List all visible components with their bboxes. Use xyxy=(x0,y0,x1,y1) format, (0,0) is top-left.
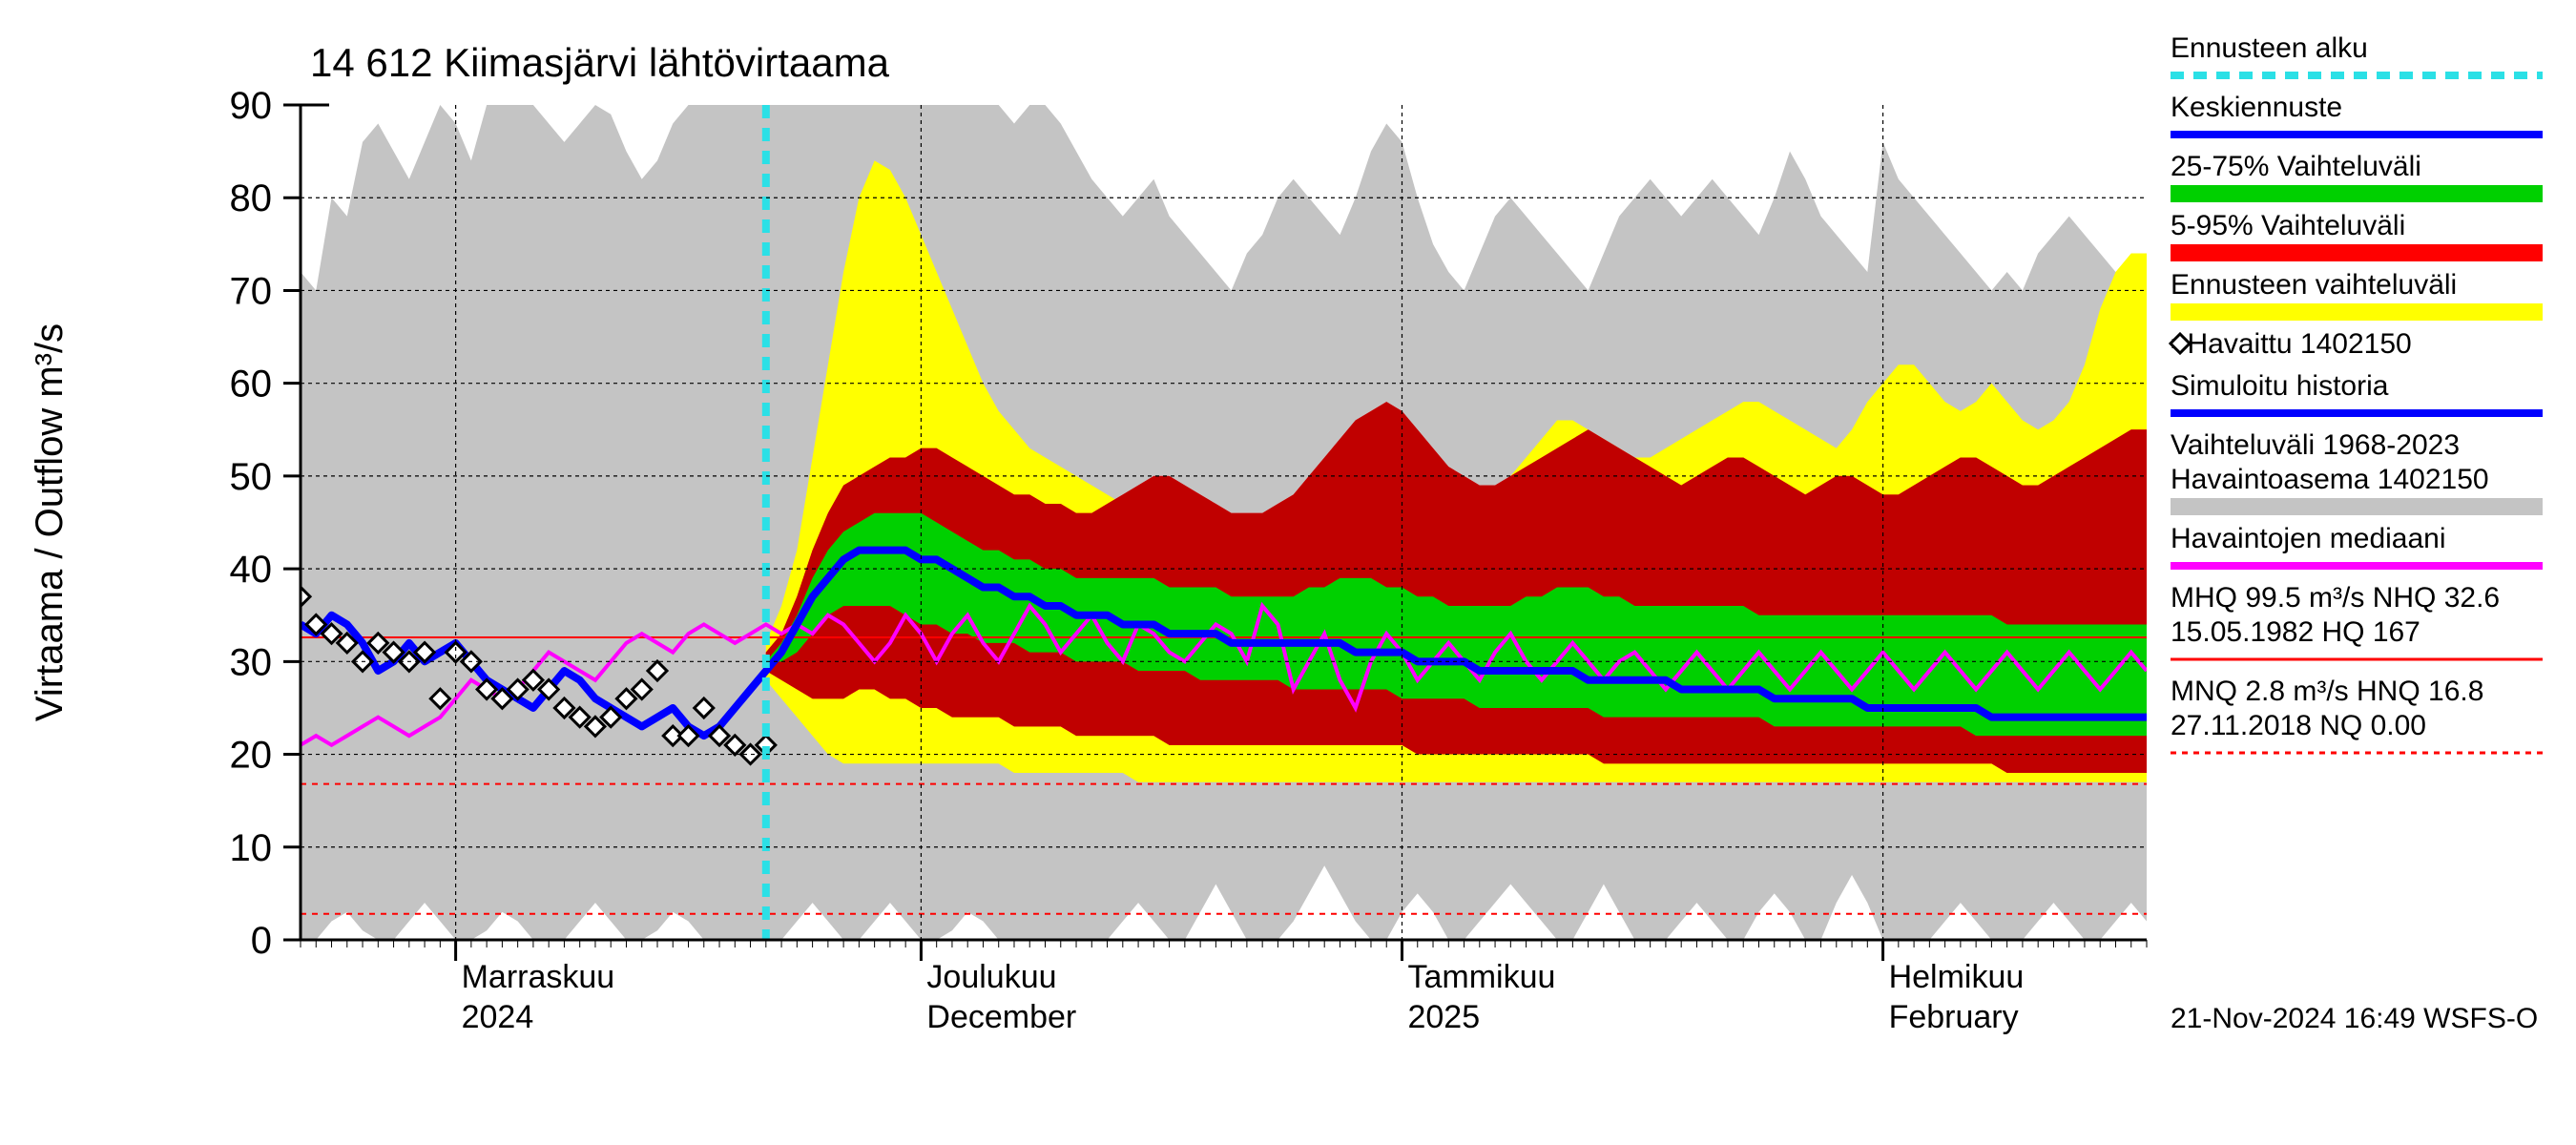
x-month-label: Helmikuu xyxy=(1889,959,2025,995)
chart-title: 14 612 Kiimasjärvi lähtövirtaama xyxy=(310,40,890,85)
x-month-sublabel: 2024 xyxy=(462,999,534,1035)
legend-label: Simuloitu historia xyxy=(2171,370,2389,402)
y-tick-label: 50 xyxy=(230,456,273,498)
plot-area xyxy=(291,105,2147,940)
y-tick-label: 20 xyxy=(230,735,273,777)
hydrograph-chart: 0 10 20 30 40 50 60 70 80 90 Marraskuu 2024 Joulukuu… xyxy=(0,0,2576,1145)
legend-label: MHQ 99.5 m³/s NHQ 32.6 xyxy=(2171,582,2500,614)
legend-label: Keskiennuste xyxy=(2171,92,2342,123)
x-month-sublabel: 2025 xyxy=(1407,999,1480,1035)
legend-swatch xyxy=(2171,185,2543,202)
y-axis-label: Virtaama / Outflow m³/s xyxy=(29,323,71,721)
legend-swatch xyxy=(2171,303,2543,321)
legend-label: Havaintoasema 1402150 xyxy=(2171,464,2489,495)
timestamp: 21-Nov-2024 16:49 WSFS-O xyxy=(2171,1003,2538,1034)
x-month-sublabel: February xyxy=(1889,999,2019,1035)
y-tick-label: 40 xyxy=(230,549,273,591)
y-tick-label: 0 xyxy=(251,920,272,962)
y-tick-label: 30 xyxy=(230,641,273,683)
x-month-label: Tammikuu xyxy=(1407,959,1555,995)
legend-label: 27.11.2018 NQ 0.00 xyxy=(2171,710,2426,741)
legend-label: Ennusteen vaihteluväli xyxy=(2171,269,2457,301)
y-tick-label: 60 xyxy=(230,364,273,406)
legend-label: 25-75% Vaihteluväli xyxy=(2171,151,2421,182)
x-month-sublabel: December xyxy=(926,999,1076,1035)
legend-label: =Havaittu 1402150 xyxy=(2171,328,2412,360)
x-month-label: Marraskuu xyxy=(462,959,615,995)
y-tick-label: 90 xyxy=(230,85,273,127)
legend-swatch xyxy=(2171,498,2543,515)
legend-swatch xyxy=(2171,244,2543,261)
y-tick-label: 80 xyxy=(230,177,273,219)
legend-label: Ennusteen alku xyxy=(2171,32,2368,64)
y-tick-label: 70 xyxy=(230,270,273,312)
y-tick-label: 10 xyxy=(230,827,273,869)
legend-label: Vaihteluväli 1968-2023 xyxy=(2171,429,2460,461)
legend-label: Havaintojen mediaani xyxy=(2171,523,2446,554)
legend-label: 5-95% Vaihteluväli xyxy=(2171,210,2405,241)
legend-label: MNQ 2.8 m³/s HNQ 16.8 xyxy=(2171,676,2483,707)
x-month-label: Joulukuu xyxy=(926,959,1056,995)
legend-label: 15.05.1982 HQ 167 xyxy=(2171,616,2420,648)
